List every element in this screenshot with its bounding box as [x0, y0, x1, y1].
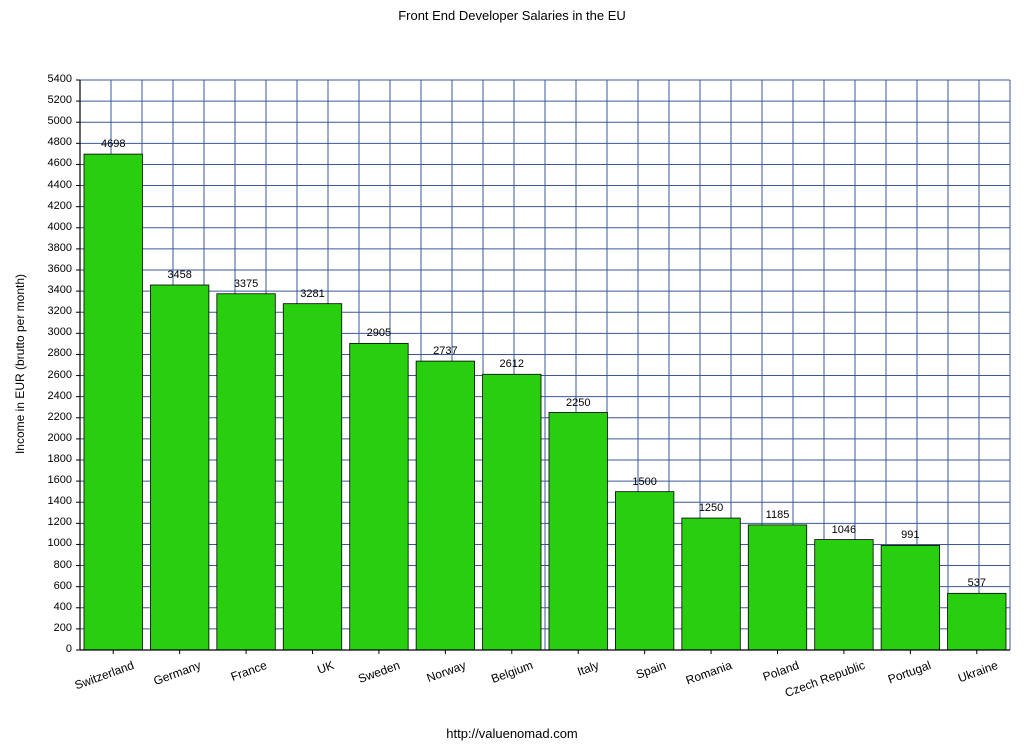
bar-value-label: 991	[876, 529, 944, 541]
bar-value-label: 1250	[677, 502, 745, 514]
y-tick-label: 4200	[0, 200, 72, 212]
y-tick-label: 400	[0, 601, 72, 613]
bar-value-label: 2737	[411, 345, 479, 357]
y-tick-label: 5200	[0, 94, 72, 106]
bar-value-label: 1500	[610, 476, 678, 488]
y-tick-label: 2400	[0, 390, 72, 402]
y-tick-label: 3000	[0, 326, 72, 338]
y-tick-label: 5000	[0, 115, 72, 127]
bar-value-label: 3458	[145, 269, 213, 281]
chart-svg	[0, 0, 1024, 753]
y-tick-label: 4400	[0, 179, 72, 191]
y-tick-label: 5400	[0, 73, 72, 85]
y-tick-label: 2000	[0, 432, 72, 444]
y-tick-label: 3800	[0, 242, 72, 254]
y-tick-label: 3600	[0, 263, 72, 275]
y-tick-label: 1200	[0, 516, 72, 528]
y-tick-label: 4600	[0, 157, 72, 169]
bar-value-label: 537	[943, 577, 1011, 589]
y-tick-label: 2600	[0, 369, 72, 381]
bar-value-label: 4698	[79, 138, 147, 150]
bar-value-label: 2250	[544, 397, 612, 409]
bar-value-label: 1185	[743, 509, 811, 521]
y-tick-label: 200	[0, 622, 72, 634]
y-tick-label: 2800	[0, 347, 72, 359]
chart-container: Front End Developer Salaries in the EU 0…	[0, 0, 1024, 753]
y-tick-label: 3200	[0, 305, 72, 317]
bar-value-label: 3281	[278, 288, 346, 300]
bar-value-label: 2905	[345, 327, 413, 339]
chart-footer: http://valuenomad.com	[0, 726, 1024, 741]
y-tick-label: 4800	[0, 136, 72, 148]
y-tick-label: 1400	[0, 495, 72, 507]
bar-value-label: 1046	[810, 524, 878, 536]
y-axis-label: Income in EUR (brutto per month)	[13, 264, 27, 464]
y-tick-label: 600	[0, 580, 72, 592]
y-tick-label: 2200	[0, 411, 72, 423]
bar-value-label: 2612	[478, 358, 546, 370]
bar-value-label: 3375	[212, 278, 280, 290]
y-tick-label: 0	[0, 643, 72, 655]
y-tick-label: 4000	[0, 221, 72, 233]
y-tick-label: 1800	[0, 453, 72, 465]
y-tick-label: 1600	[0, 474, 72, 486]
y-tick-label: 800	[0, 559, 72, 571]
y-tick-label: 3400	[0, 284, 72, 296]
y-tick-label: 1000	[0, 537, 72, 549]
